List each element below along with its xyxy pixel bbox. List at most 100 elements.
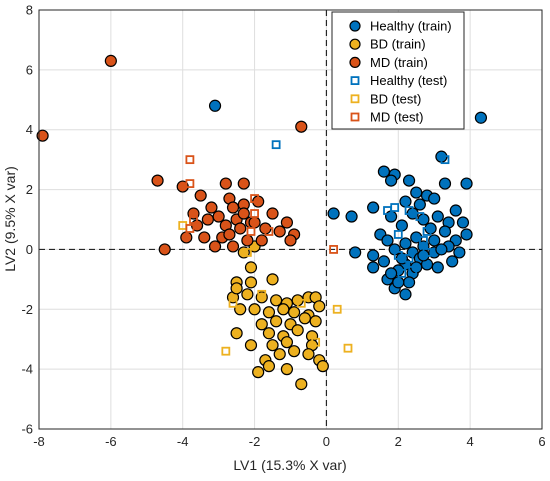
data-point — [327, 207, 340, 220]
data-point — [104, 54, 117, 67]
data-point — [399, 237, 412, 250]
data-point — [264, 227, 274, 236]
data-point — [311, 337, 321, 347]
legend-label: Healthy (train) — [370, 19, 452, 34]
y-tick-label: -4 — [21, 362, 33, 377]
legend-marker — [350, 112, 360, 122]
data-point — [302, 348, 315, 361]
data-point — [270, 294, 283, 307]
data-point — [266, 273, 279, 286]
data-point — [404, 206, 414, 215]
data-point — [395, 219, 408, 232]
y-tick-label: -2 — [21, 302, 33, 317]
data-point — [262, 306, 276, 319]
data-point — [185, 224, 195, 233]
data-point — [284, 234, 297, 247]
data-point — [262, 360, 276, 373]
y-axis-label: LV2 (9.5% X var) — [2, 166, 18, 272]
data-point — [257, 289, 267, 299]
data-point — [367, 201, 380, 214]
legend-label: BD (train) — [370, 37, 426, 52]
data-point — [158, 243, 171, 256]
x-tick-label: -8 — [33, 434, 45, 449]
x-tick-label: -2 — [249, 434, 261, 449]
data-point — [194, 189, 207, 202]
data-point — [456, 216, 470, 229]
data-point — [226, 201, 240, 214]
legend-item-healthy-train: Healthy (train) — [349, 19, 452, 34]
data-point — [428, 192, 441, 205]
data-point — [241, 288, 254, 301]
data-point — [438, 225, 452, 238]
data-point — [226, 240, 240, 253]
data-point — [428, 234, 441, 247]
data-point — [435, 243, 448, 256]
data-point — [223, 228, 236, 241]
x-tick-labels: -8 -6 -4 -2 0 2 4 6 — [33, 434, 545, 449]
data-point — [453, 246, 466, 259]
data-point — [271, 140, 281, 150]
x-axis-label: LV1 (15.3% X var) — [233, 457, 346, 473]
data-point — [151, 174, 164, 187]
legend-marker — [349, 38, 361, 50]
data-point — [241, 234, 254, 247]
data-point — [404, 254, 414, 263]
y-tick-label: 8 — [26, 3, 33, 18]
data-point — [399, 195, 412, 208]
data-point — [255, 318, 268, 331]
data-point — [277, 303, 290, 316]
data-point — [377, 165, 391, 178]
data-point — [266, 207, 279, 220]
data-point — [228, 298, 238, 308]
data-point — [287, 306, 301, 319]
data-point — [367, 261, 380, 274]
data-point — [244, 339, 258, 352]
data-point — [255, 234, 268, 247]
data-point — [250, 209, 259, 218]
legend-item-healthy-test: Healthy (test) — [350, 73, 447, 88]
data-point — [298, 312, 311, 325]
legend-item-bd-train: BD (train) — [349, 37, 426, 52]
legend-marker — [349, 56, 361, 69]
data-point — [329, 245, 339, 254]
data-point — [410, 186, 423, 199]
y-tick-label: 0 — [26, 242, 33, 257]
data-point — [343, 343, 353, 353]
data-point — [212, 210, 225, 223]
data-point — [393, 251, 403, 260]
y-tick-labels: -6 -4 -2 0 2 4 6 8 — [21, 3, 33, 437]
data-point — [237, 207, 250, 220]
data-point — [349, 246, 362, 259]
legend-marker — [350, 76, 360, 85]
legend-marker — [350, 94, 360, 104]
data-point — [392, 276, 405, 289]
data-point — [208, 240, 222, 253]
data-point — [393, 230, 403, 239]
data-point — [446, 255, 459, 268]
y-tick-label: 4 — [26, 122, 33, 137]
data-point — [234, 222, 247, 235]
x-tick-label: 0 — [323, 434, 330, 449]
series-healthy-test — [271, 140, 450, 278]
data-point — [431, 261, 444, 274]
legend: Healthy (train) BD (train) MD (train) Healt… — [331, 11, 465, 130]
series-md-train — [36, 54, 308, 256]
data-point — [316, 360, 329, 373]
data-point — [381, 234, 394, 247]
data-point — [248, 216, 261, 229]
data-point — [474, 111, 488, 124]
data-point — [408, 265, 418, 275]
data-point — [185, 179, 195, 188]
data-point — [367, 249, 380, 262]
data-point — [266, 339, 279, 352]
data-point — [244, 261, 258, 274]
legend-label: MD (test) — [370, 110, 423, 125]
y-tick-label: -6 — [21, 422, 33, 437]
data-point — [36, 129, 49, 142]
data-point — [390, 203, 400, 212]
legend-label: MD (train) — [370, 55, 428, 70]
data-point — [291, 324, 304, 337]
data-point — [205, 201, 218, 214]
data-point — [309, 315, 322, 328]
